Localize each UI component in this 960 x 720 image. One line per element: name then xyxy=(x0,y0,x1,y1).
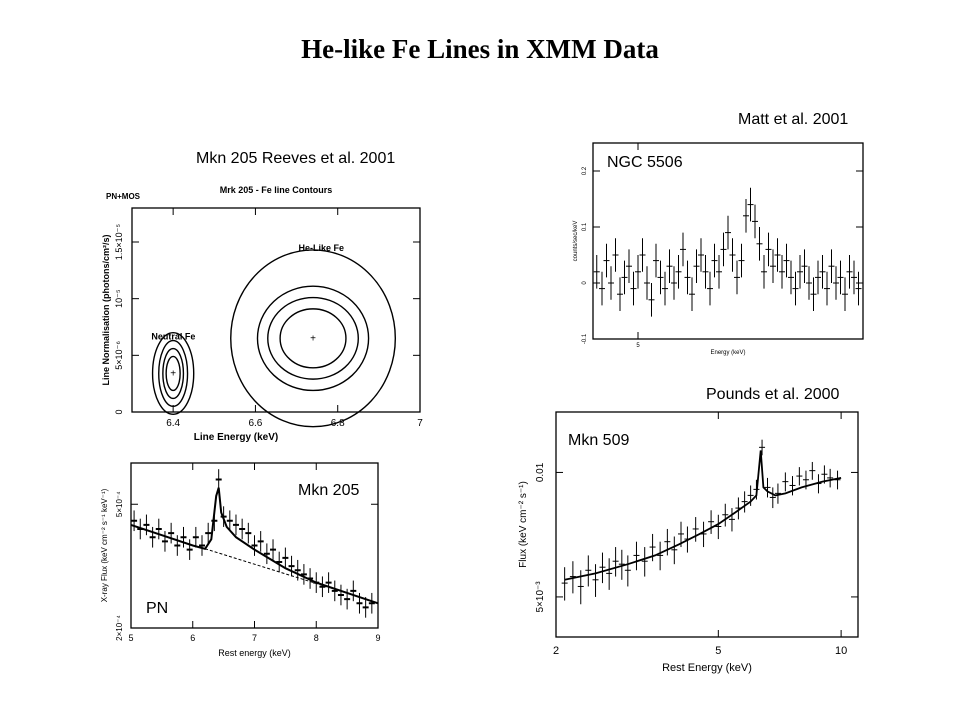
mkn509-chart: 2 5 10 5×10⁻³ 0.01 Rest Energy (keV) Flux (keV… xyxy=(518,411,859,674)
x-axis-label: Rest Energy (keV) xyxy=(662,662,752,674)
x-axis-label: Line Energy (keV) xyxy=(194,432,278,443)
caption-contour: Mkn 205 Reeves et al. 2001 xyxy=(196,150,396,167)
y-tick-label: 0.01 xyxy=(535,462,546,482)
y-tick-label: -0.1 xyxy=(582,333,588,344)
caption-ngc: Matt et al. 2001 xyxy=(738,111,849,128)
confidence-contour xyxy=(256,285,370,392)
confidence-contour xyxy=(279,308,347,369)
plot-frame xyxy=(131,207,421,413)
model-line xyxy=(130,487,379,605)
x-tick-label: 7 xyxy=(252,633,257,643)
confidence-contour xyxy=(151,331,195,415)
x-tick-label: 5 xyxy=(715,645,721,657)
mkn205-pn-chart: 5 6 7 8 9 2×10⁻⁴ 5×10⁻⁴ Rest energy (keV) X-ray … xyxy=(100,462,381,658)
annotation-neutral-fe: Neutral Fe xyxy=(151,331,195,341)
confidence-contour xyxy=(267,296,359,380)
confidence-contour xyxy=(162,347,185,400)
y-tick-label: 5×10⁻⁴ xyxy=(115,491,124,517)
x-tick-label: 9 xyxy=(375,633,380,643)
plot-frame xyxy=(555,411,859,638)
source-label: Mkn 205 xyxy=(298,482,359,499)
y-axis-label: Flux (keV cm⁻² s⁻¹) xyxy=(518,481,529,568)
corner-label: PN+MOS xyxy=(106,192,141,201)
best-fit-marker: + xyxy=(170,368,176,379)
x-tick-label: 10 xyxy=(835,645,847,657)
x-tick-label: 7 xyxy=(417,418,423,429)
slide-title: He-like Fe Lines in XMM Data xyxy=(301,34,659,64)
confidence-contour xyxy=(230,249,397,428)
y-tick-label: 10⁻⁵ xyxy=(114,289,124,308)
y-tick-label: 0 xyxy=(114,409,124,414)
contour-plot-title: Mrk 205 - Fe line Contours xyxy=(220,185,333,195)
y-axis-label: Line Normalisation (photons/cm²/s) xyxy=(101,234,111,385)
x-tick-label: 6 xyxy=(190,633,195,643)
instrument-label: PN xyxy=(146,600,168,617)
y-axis-label: counts/sec/keV xyxy=(573,221,579,262)
y-tick-label: 2×10⁻⁴ xyxy=(115,615,124,641)
x-axis-label: Energy (keV) xyxy=(710,350,745,356)
x-tick-label: 6.6 xyxy=(248,418,262,429)
annotation-he-like-fe: He-Like Fe xyxy=(298,243,344,253)
best-fit-marker: + xyxy=(310,333,316,344)
confidence-contour xyxy=(158,339,189,408)
y-tick-label: 0.1 xyxy=(582,222,588,231)
x-axis-label: Rest energy (keV) xyxy=(218,648,291,658)
model-line xyxy=(564,450,842,581)
y-tick-label: 5×10⁻⁶ xyxy=(114,341,124,370)
caption-mkn509: Pounds et al. 2000 xyxy=(706,386,840,403)
x-tick-label: 6.8 xyxy=(331,418,345,429)
x-tick-label: 2 xyxy=(553,645,559,657)
contour-chart: Mrk 205 - Fe line Contours PN+MOS 6.4 6.6 6.… xyxy=(101,185,423,443)
x-tick-label: 5 xyxy=(128,633,133,643)
x-tick-label: 8 xyxy=(314,633,319,643)
y-tick-label: 0 xyxy=(582,281,588,285)
y-tick-label: 1.5×10⁻⁵ xyxy=(114,224,124,261)
x-tick-label: 6.4 xyxy=(166,418,180,429)
x-tick-label: 5 xyxy=(636,343,640,349)
confidence-contour xyxy=(165,355,181,392)
ngc5506-chart: 5 -0.1 0 0.1 0.2 Energy (keV) counts/sec/keV NG… xyxy=(573,142,864,356)
plot-frame xyxy=(592,142,864,340)
source-label: Mkn 509 xyxy=(568,432,629,449)
y-axis-label: X-ray Flux (keV cm⁻² s⁻¹ keV⁻¹) xyxy=(100,488,109,602)
source-label: NGC 5506 xyxy=(607,154,683,171)
y-tick-label: 0.2 xyxy=(582,166,588,175)
y-tick-label: 5×10⁻³ xyxy=(535,581,546,613)
